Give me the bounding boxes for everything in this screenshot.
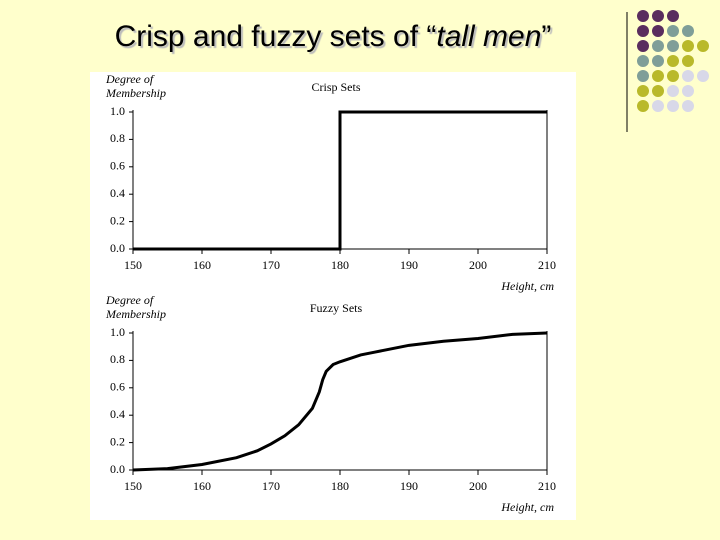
y-tick-label: 0.8 xyxy=(110,352,125,366)
y-tick-label: 1.0 xyxy=(110,104,125,118)
title-part: ” xyxy=(541,20,551,53)
x-tick-label: 170 xyxy=(262,479,280,493)
y-tick-label: 0.0 xyxy=(110,241,125,255)
y-tick-label: 0.4 xyxy=(110,407,125,421)
y-tick-label: 0.6 xyxy=(110,380,125,394)
y-axis-label: Degree of xyxy=(105,293,155,307)
x-tick-label: 170 xyxy=(262,258,280,272)
x-tick-label: 200 xyxy=(469,479,487,493)
y-axis-label: Degree of xyxy=(105,72,155,86)
x-tick-label: 190 xyxy=(400,479,418,493)
y-axis-label: Membership xyxy=(105,307,166,321)
y-tick-label: 0.2 xyxy=(110,213,125,227)
title-part: tall men xyxy=(436,20,541,53)
data-line xyxy=(133,110,547,251)
x-tick-label: 180 xyxy=(331,258,349,272)
data-line xyxy=(132,331,548,472)
chart-panel xyxy=(90,72,576,520)
slide-title: Crisp and fuzzy sets of “tall men” xyxy=(115,20,552,53)
y-tick-label: 1.0 xyxy=(110,325,125,339)
x-tick-label: 160 xyxy=(193,479,211,493)
x-tick-label: 210 xyxy=(538,479,556,493)
x-tick-label: 150 xyxy=(124,479,142,493)
y-axis-label: Membership xyxy=(105,86,166,100)
x-tick-label: 200 xyxy=(469,258,487,272)
decoration-dots xyxy=(637,10,709,112)
x-axis-label: Height, cm xyxy=(500,279,554,293)
y-tick-label: 0.6 xyxy=(110,159,125,173)
x-axis-label: Height, cm xyxy=(500,500,554,514)
y-tick-label: 0.2 xyxy=(110,434,125,448)
y-tick-label: 0.8 xyxy=(110,131,125,145)
title-part: Crisp and fuzzy sets of “ xyxy=(115,20,437,53)
chart-title: Fuzzy Sets xyxy=(310,301,363,315)
x-tick-label: 150 xyxy=(124,258,142,272)
x-tick-label: 160 xyxy=(193,258,211,272)
y-tick-label: 0.0 xyxy=(110,462,125,476)
chart-title: Crisp Sets xyxy=(311,80,360,94)
y-tick-label: 0.4 xyxy=(110,186,125,200)
x-tick-label: 210 xyxy=(538,258,556,272)
x-tick-label: 190 xyxy=(400,258,418,272)
x-tick-label: 180 xyxy=(331,479,349,493)
